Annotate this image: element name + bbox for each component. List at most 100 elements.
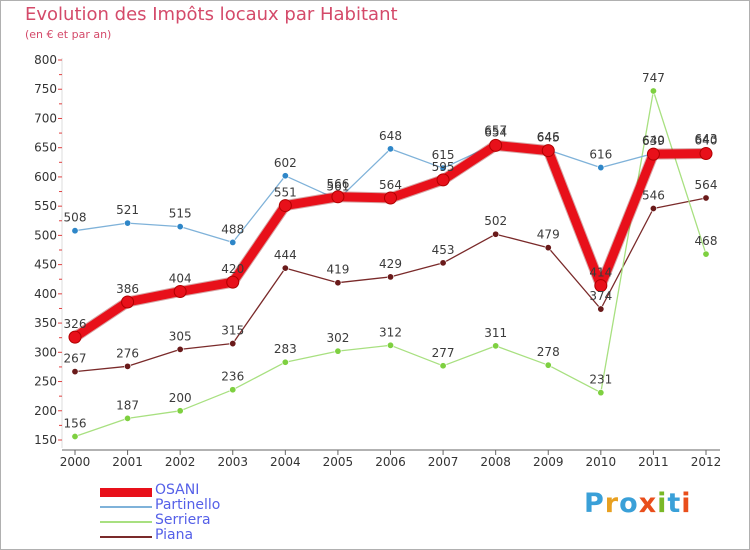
legend-item-partinello: Partinello xyxy=(100,498,360,514)
x-tick-label: 2001 xyxy=(112,455,143,469)
point-serriera-2012 xyxy=(702,250,710,258)
y-tick-label: 550 xyxy=(34,199,57,213)
data-label-osani-2002: 404 xyxy=(169,272,192,286)
data-label-piana-2004: 444 xyxy=(274,248,297,262)
legend-swatch-piana xyxy=(100,536,152,538)
point-piana-2008 xyxy=(492,230,500,238)
data-label-osani-2012: 640 xyxy=(695,134,718,148)
logo-letter: r xyxy=(604,488,620,519)
point-osani-2010 xyxy=(594,279,608,293)
data-label-serriera-2000: 156 xyxy=(64,416,87,430)
legend: OSANI Partinello Serriera Piana xyxy=(100,482,360,544)
data-label-piana-2006: 429 xyxy=(379,257,402,271)
data-label-serriera-2001: 187 xyxy=(116,398,139,412)
logo-letter: i xyxy=(681,488,692,519)
logo-letter: x xyxy=(638,488,658,519)
legend-item-osani: OSANI xyxy=(100,482,360,499)
axes: 150 200 250 300 350 400 450 500 550 600 650 700 750 8… xyxy=(34,53,721,469)
data-label-piana-2001: 276 xyxy=(116,346,139,360)
legend-item-serriera: Serriera xyxy=(100,513,360,529)
data-label-serriera-2009: 278 xyxy=(537,345,560,359)
point-serriera-2008 xyxy=(492,342,500,350)
series-layer xyxy=(68,87,713,440)
data-label-partinello-2004: 602 xyxy=(274,156,297,170)
series-osani-shadow xyxy=(69,139,712,343)
y-tick-label: 450 xyxy=(34,258,57,272)
point-osani-2006 xyxy=(384,191,397,205)
data-label-partinello-2012: 643 xyxy=(695,132,718,146)
data-label-piana-2009: 479 xyxy=(537,228,560,242)
x-tick-label: 2008 xyxy=(480,455,511,469)
point-piana-2007 xyxy=(439,259,447,267)
logo-letter: t xyxy=(667,488,682,519)
legend-swatch-serriera xyxy=(100,521,152,523)
series-osani-line xyxy=(70,140,711,342)
point-osani-2004 xyxy=(278,199,292,213)
y-tick-label: 750 xyxy=(34,82,57,96)
logo-letter: P xyxy=(584,488,605,519)
chart-title: Evolution des Impôts locaux par Habitant xyxy=(25,4,398,25)
data-label-piana-2012: 564 xyxy=(695,178,718,192)
legend-label-osani: OSANI xyxy=(155,482,200,498)
point-piana-2006 xyxy=(386,273,394,281)
point-partinello-2006 xyxy=(386,145,394,153)
point-osani-2001 xyxy=(121,295,135,309)
y-tick-label: 600 xyxy=(34,170,57,184)
x-tick-label: 2006 xyxy=(375,455,406,469)
point-osani-2012 xyxy=(699,147,713,161)
data-label-partinello-2003: 488 xyxy=(221,222,244,236)
point-osani-2011 xyxy=(646,147,660,161)
data-label-piana-2008: 502 xyxy=(484,214,507,228)
data-label-osani-2011: 639 xyxy=(642,134,665,148)
point-serriera-2010 xyxy=(597,389,605,397)
data-label-piana-2011: 546 xyxy=(642,188,665,202)
data-label-serriera-2008: 311 xyxy=(484,326,507,340)
x-tick-label: 2005 xyxy=(323,455,354,469)
y-tick-label: 150 xyxy=(34,433,57,447)
logo-letter: i xyxy=(657,488,668,519)
data-label-serriera-2002: 200 xyxy=(169,391,192,405)
legend-swatch-partinello xyxy=(100,506,152,508)
data-label-osani-2005: 566 xyxy=(326,177,349,191)
data-label-osani-2001: 386 xyxy=(116,282,139,296)
point-osani-2002 xyxy=(173,285,187,299)
data-label-osani-2000: 326 xyxy=(64,317,87,331)
proxiti-logo: Proxiti xyxy=(584,488,692,519)
data-label-piana-2002: 305 xyxy=(169,329,192,343)
data-label-partinello-2010: 616 xyxy=(589,148,612,162)
data-label-osani-2006: 564 xyxy=(379,178,402,192)
data-label-serriera-2003: 236 xyxy=(221,370,244,384)
y-tick-label: 800 xyxy=(34,53,57,67)
data-label-partinello-2006: 648 xyxy=(379,129,402,143)
y-tick-label: 650 xyxy=(34,141,57,155)
data-label-piana-2010: 374 xyxy=(589,289,612,303)
point-serriera-2003 xyxy=(229,386,237,394)
point-serriera-2007 xyxy=(439,362,447,370)
point-osani-2007 xyxy=(436,173,450,187)
data-label-partinello-2002: 515 xyxy=(169,207,192,221)
data-label-partinello-2011: 640 xyxy=(642,134,665,148)
point-partinello-2002 xyxy=(176,223,184,231)
point-partinello-2007 xyxy=(439,164,447,172)
data-label-osani-2007: 595 xyxy=(432,160,455,174)
point-piana-2004 xyxy=(281,264,289,272)
data-label-serriera-2010: 231 xyxy=(589,373,612,387)
data-label-piana-2005: 419 xyxy=(326,263,349,277)
data-label-partinello-2008: 657 xyxy=(484,124,507,138)
x-tick-label: 2002 xyxy=(165,455,196,469)
point-piana-2009 xyxy=(544,244,552,252)
legend-label-piana: Piana xyxy=(155,527,194,543)
y-tick-label: 400 xyxy=(34,287,57,301)
point-serriera-2005 xyxy=(334,347,342,355)
x-tick-label: 2000 xyxy=(60,455,91,469)
x-tick-label: 2012 xyxy=(691,455,722,469)
data-label-osani-2009: 645 xyxy=(537,131,560,145)
point-serriera-2009 xyxy=(544,361,552,369)
y-tick-label: 500 xyxy=(34,228,57,242)
point-piana-2012 xyxy=(702,194,710,202)
data-label-osani-2003: 420 xyxy=(221,262,244,276)
data-label-partinello-2000: 508 xyxy=(64,211,87,225)
data-label-serriera-2012: 468 xyxy=(695,234,718,248)
